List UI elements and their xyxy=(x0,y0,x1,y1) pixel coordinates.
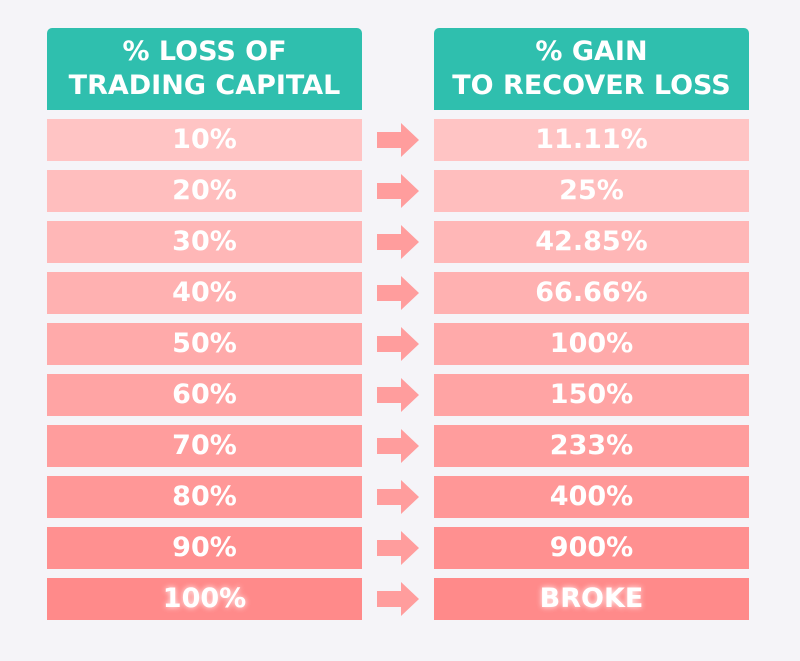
gain-cell: 150% xyxy=(434,374,749,416)
loss-cell: 60% xyxy=(47,374,362,416)
loss-cell: 20% xyxy=(47,170,362,212)
gain-cell: 900% xyxy=(434,527,749,569)
arrow-shape xyxy=(377,582,419,616)
arrow xyxy=(377,276,419,310)
arrow xyxy=(377,327,419,361)
arrow xyxy=(377,531,419,565)
arrow xyxy=(377,582,419,616)
gain-cell: 100% xyxy=(434,323,749,365)
arrow-shape xyxy=(377,429,419,463)
gain-cell: BROKE xyxy=(434,578,749,620)
arrow xyxy=(377,480,419,514)
header-line: % GAIN xyxy=(535,36,648,67)
loss-cell: 100% xyxy=(47,578,362,620)
arrow-shape xyxy=(377,480,419,514)
arrow-shape xyxy=(377,378,419,412)
arrow-shape xyxy=(377,225,419,259)
arrow xyxy=(377,123,419,157)
loss-cell: 30% xyxy=(47,221,362,263)
gain-cell: 42.85% xyxy=(434,221,749,263)
loss-cell: 80% xyxy=(47,476,362,518)
arrow xyxy=(377,429,419,463)
gain-cell: 233% xyxy=(434,425,749,467)
gain-cell: 25% xyxy=(434,170,749,212)
loss-cell: 70% xyxy=(47,425,362,467)
header-line: TRADING CAPITAL xyxy=(68,70,341,101)
gain-cell: 11.11% xyxy=(434,119,749,161)
arrow-shape xyxy=(377,327,419,361)
arrow xyxy=(377,378,419,412)
gain-cell: 66.66% xyxy=(434,272,749,314)
loss-cell: 90% xyxy=(47,527,362,569)
arrow-shape xyxy=(377,531,419,565)
arrow-shape xyxy=(377,123,419,157)
header-left: % LOSS OF TRADING CAPITAL xyxy=(47,28,362,110)
arrow-shape xyxy=(377,276,419,310)
loss-cell: 10% xyxy=(47,119,362,161)
arrow xyxy=(377,174,419,208)
loss-cell: 50% xyxy=(47,323,362,365)
header-line: TO RECOVER LOSS xyxy=(452,70,731,101)
arrow xyxy=(377,225,419,259)
gain-cell: 400% xyxy=(434,476,749,518)
header-line: % LOSS OF xyxy=(122,36,287,67)
arrow-shape xyxy=(377,174,419,208)
header-right: % GAIN TO RECOVER LOSS xyxy=(434,28,749,110)
loss-cell: 40% xyxy=(47,272,362,314)
